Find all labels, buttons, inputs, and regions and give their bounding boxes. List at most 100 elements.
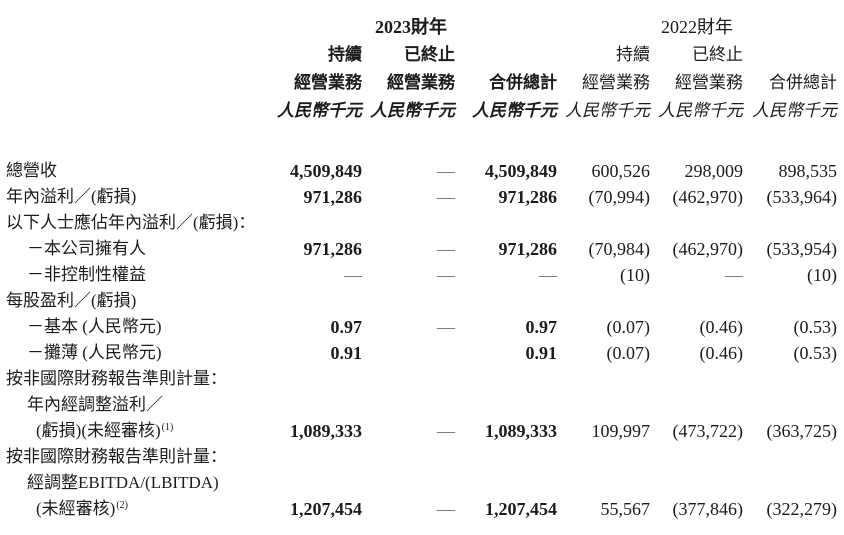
cell-value: 4,509,849 xyxy=(290,161,362,181)
row-label: (未經審核)(2) xyxy=(0,496,265,522)
cell-value: 898,535 xyxy=(778,161,838,181)
cell-value xyxy=(557,210,650,236)
table-row: 年內經調整溢利／ xyxy=(0,392,844,418)
cell-value xyxy=(265,210,362,236)
cell-value: 0.91 xyxy=(525,343,558,363)
header-unit-line: 人民幣千元 人民幣千元 人民幣千元 人民幣千元 人民幣千元 人民幣千元 xyxy=(0,97,844,125)
cell-value: 1,089,333 xyxy=(290,421,362,441)
cell-value: — xyxy=(437,317,455,337)
col-header: 合併總計 xyxy=(489,73,557,92)
cell-value: 971,286 xyxy=(498,187,558,207)
cell-value xyxy=(557,366,650,392)
cell-value: 1,089,333 xyxy=(485,421,557,441)
cell-value: — xyxy=(437,239,455,259)
cell-value xyxy=(362,470,455,496)
cell-value xyxy=(557,470,650,496)
cell-value: 971,286 xyxy=(303,187,363,207)
cell-value: (70,984) xyxy=(588,239,651,259)
row-label-text: 經調整EBITDA/(LBITDA) xyxy=(27,473,219,492)
cell-value xyxy=(650,392,743,418)
row-label-text: (虧損)(未經審核) xyxy=(36,421,161,440)
cell-value: — xyxy=(437,265,455,285)
cell-value: (10) xyxy=(807,265,837,285)
unit-label: 人民幣千元 xyxy=(370,101,455,120)
cell-value: 600,526 xyxy=(591,161,651,181)
row-label: －攤薄 (人民幣元) xyxy=(0,340,265,366)
cell-value xyxy=(455,392,557,418)
cell-value xyxy=(557,444,650,470)
table-row: 年內溢利／(虧損) 971,286 — 971,286 (70,994) (462,970… xyxy=(0,184,844,210)
table-row: －基本 (人民幣元) 0.97 — 0.97 (0.07) (0.46) (0.53) xyxy=(0,314,844,340)
cell-value: (0.46) xyxy=(699,343,744,363)
col-header: 經營業務 xyxy=(675,73,743,92)
table-row: －本公司擁有人 971,286 — 971,286 (70,984) (462,970) (… xyxy=(0,236,844,262)
row-label: －非控制性權益 xyxy=(0,262,265,288)
row-label-text: 每股盈利／(虧損) xyxy=(6,291,137,310)
col-header: 經營業務 xyxy=(582,73,650,92)
header-label-blank xyxy=(0,41,265,69)
cell-value xyxy=(743,366,837,392)
cell-value xyxy=(265,444,362,470)
cell-value: — xyxy=(725,265,743,285)
header-label-blank xyxy=(0,69,265,97)
cell-value xyxy=(743,210,837,236)
cell-value: (533,964) xyxy=(766,187,838,207)
cell-value: 1,207,454 xyxy=(485,499,557,519)
cell-value xyxy=(650,444,743,470)
cell-value: (462,970) xyxy=(672,239,744,259)
year-title-2023: 2023財年 xyxy=(375,17,447,37)
cell-value xyxy=(362,340,455,366)
table-row: 以下人士應佔年內溢利／(虧損)： xyxy=(0,210,844,236)
cell-value: (533,954) xyxy=(766,239,838,259)
col-header: 經營業務 xyxy=(387,73,455,92)
cell-value xyxy=(743,470,837,496)
cell-value: — xyxy=(437,161,455,181)
row-label-text: (未經審核) xyxy=(36,499,116,518)
cell-value xyxy=(650,366,743,392)
cell-value: (0.53) xyxy=(793,343,838,363)
col-header: 已終止 xyxy=(404,45,455,64)
row-label: 以下人士應佔年內溢利／(虧損)： xyxy=(0,210,265,236)
row-label-text: 總營收 xyxy=(6,161,57,180)
unit-label: 人民幣千元 xyxy=(277,101,362,120)
row-label: 總營收 xyxy=(0,158,265,184)
row-label: 經調整EBITDA/(LBITDA) xyxy=(0,470,265,496)
table-row: 每股盈利／(虧損) xyxy=(0,288,844,314)
col-header xyxy=(743,41,837,69)
year-title-2022: 2022財年 xyxy=(661,17,733,37)
row-label-text: －攤薄 (人民幣元) xyxy=(27,343,162,362)
unit-label: 人民幣千元 xyxy=(565,101,650,120)
col-header: 已終止 xyxy=(692,45,743,64)
cell-value xyxy=(650,288,743,314)
cell-value xyxy=(743,392,837,418)
header-year-row: 2023財年 2022財年 xyxy=(0,13,844,41)
cell-value xyxy=(265,288,362,314)
cell-value xyxy=(362,444,455,470)
cell-value: — xyxy=(344,265,362,285)
cell-value: (473,722) xyxy=(672,421,744,441)
col-header: 經營業務 xyxy=(294,73,362,92)
table-row: －非控制性權益 — — — (10) — (10) xyxy=(0,262,844,288)
row-label: 年內經調整溢利／ xyxy=(0,392,265,418)
cell-value: (462,970) xyxy=(672,187,744,207)
cell-value: 0.97 xyxy=(525,317,558,337)
cell-value: 109,997 xyxy=(591,421,651,441)
cell-value xyxy=(650,210,743,236)
row-label-text: －基本 (人民幣元) xyxy=(27,317,162,336)
row-label: 按非國際財務報告準則計量： xyxy=(0,366,265,392)
cell-value: 0.97 xyxy=(330,317,363,337)
cell-value xyxy=(362,392,455,418)
cell-value xyxy=(362,210,455,236)
row-label: (虧損)(未經審核)(1) xyxy=(0,418,265,444)
cell-value xyxy=(557,392,650,418)
unit-label: 人民幣千元 xyxy=(658,101,743,120)
cell-value: (0.07) xyxy=(606,343,651,363)
cell-value xyxy=(743,444,837,470)
footnote-superscript: (2) xyxy=(116,500,128,511)
cell-value: (70,994) xyxy=(588,187,651,207)
col-header: 持續 xyxy=(616,45,650,64)
row-label: 按非國際財務報告準則計量： xyxy=(0,444,265,470)
row-label-text: －本公司擁有人 xyxy=(27,239,146,258)
cell-value: 971,286 xyxy=(303,239,363,259)
